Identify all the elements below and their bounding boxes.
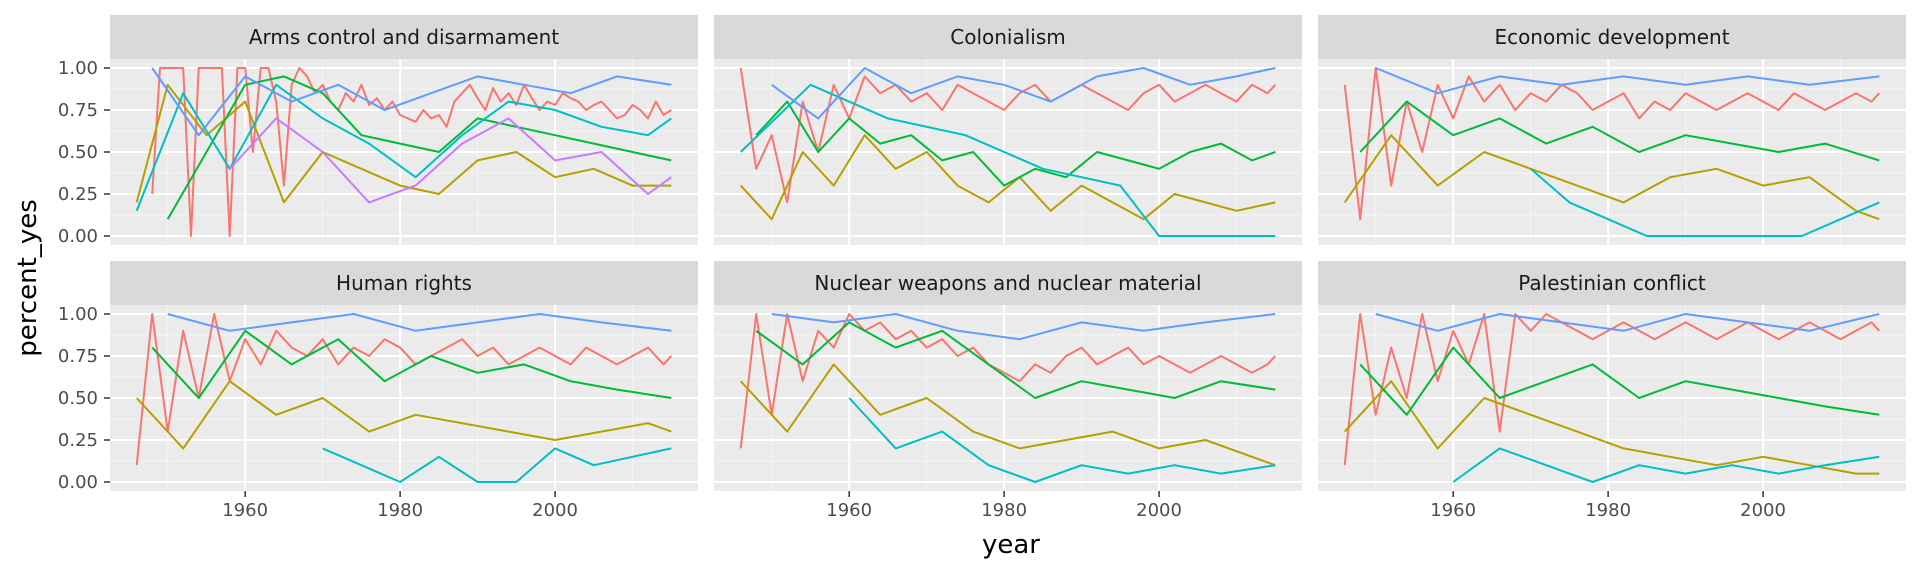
facet-panel: Colonialism [714,15,1302,245]
facet-strip [110,15,698,59]
facet-strip [714,15,1302,59]
x-tick-label: 1960 [222,500,268,521]
series-line [322,447,672,483]
x-tick-label: 2000 [532,500,578,521]
series-line [848,397,1276,483]
y-tick-label: 1.00 [58,58,98,79]
x-axis-title: year [982,530,1040,560]
facet-strip-label: Economic development [1494,25,1729,49]
facet-panel: Arms control and disarmament [110,15,698,245]
series-line [1452,447,1880,483]
series-line [167,313,672,332]
series-line [1375,313,1880,332]
facet-strip-label: Colonialism [950,25,1066,49]
series-line [739,363,1276,467]
series-line [151,329,672,399]
facet-panel: Human rights [110,261,698,491]
x-tick-label: 1980 [377,500,423,521]
y-axis-title: percent_yes [13,199,43,357]
series-line [1343,67,1881,221]
series-line [739,67,1277,204]
series-line [739,134,1276,221]
x-tick-label: 2000 [1740,500,1786,521]
series-line [771,313,1276,341]
series-line [135,380,672,450]
series-line [151,67,672,137]
facet-strip [1318,261,1906,305]
series-line [135,313,673,466]
series-line [151,67,672,237]
axes-layer: 0.00 0.25 0.50 0.75 1.00 0.00 0.25 0.50 0.75 1.00… [58,58,1786,521]
facet-strip-label: Nuclear weapons and nuclear material [814,271,1201,295]
panels-layer: Arms control and disarmament Colonialism E… [110,15,1906,491]
facet-strip [110,261,698,305]
series-line [135,83,672,204]
y-tick-label: 0.75 [58,346,98,367]
facet-strip-label: Arms control and disarmament [249,25,559,49]
y-tick-label: 0.00 [58,226,98,247]
x-tick-label: 1960 [1430,500,1476,521]
facet-strip-label: Palestinian conflict [1518,271,1706,295]
series-line [166,75,672,220]
facet-strip-label: Human rights [336,271,472,295]
facet-strip [1318,15,1906,59]
facet-panel: Nuclear weapons and nuclear material [714,261,1302,491]
y-tick-label: 0.25 [58,184,98,205]
series-line [740,83,1276,237]
series-line [1375,67,1880,95]
facet-panel: Economic development [1318,15,1906,245]
series-line [739,313,1277,449]
x-tick-label: 1960 [826,500,872,521]
facet-panel: Palestinian conflict [1318,261,1906,491]
y-tick-label: 0.00 [58,472,98,493]
series-line [1359,100,1880,162]
y-tick-label: 0.25 [58,430,98,451]
y-tick-label: 0.50 [58,142,98,163]
series-line [1343,380,1880,475]
series-line [771,67,1276,120]
series-line [755,100,1276,187]
x-tick-label: 1980 [1585,500,1631,521]
y-tick-label: 0.50 [58,388,98,409]
series-line [755,321,1276,399]
facet-strip [714,261,1302,305]
series-line [228,117,672,204]
series-line [1343,134,1880,221]
y-tick-label: 1.00 [58,304,98,325]
y-tick-label: 0.75 [58,100,98,121]
series-line [1359,346,1880,416]
series-line [1530,168,1880,237]
x-tick-label: 1980 [981,500,1027,521]
x-tick-label: 2000 [1136,500,1182,521]
